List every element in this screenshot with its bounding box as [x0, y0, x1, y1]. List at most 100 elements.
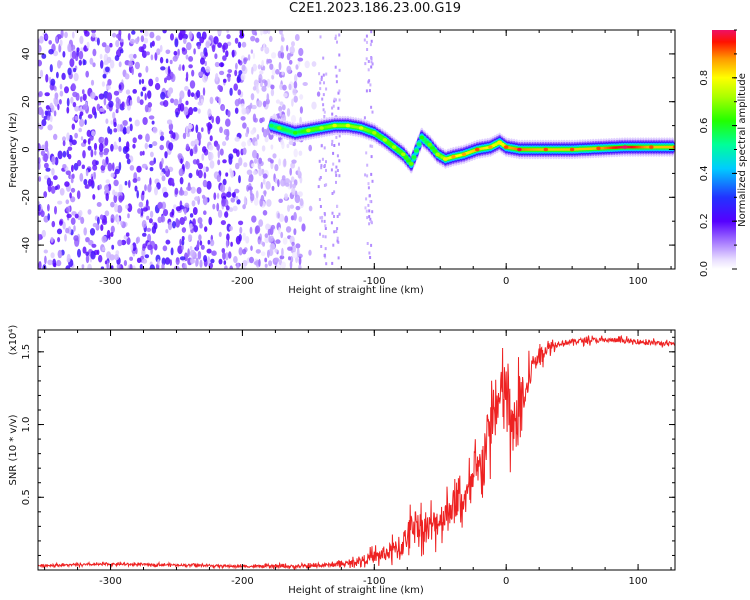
noise-cell: [144, 254, 150, 259]
noise-cell: [269, 235, 274, 242]
noise-cell: [130, 244, 134, 251]
noise-cell: [118, 184, 123, 193]
noise-cell: [281, 247, 284, 257]
noise-cell: [104, 162, 107, 167]
noise-cell: [50, 252, 55, 259]
noise-cell: [38, 211, 41, 216]
noise-cell: [129, 99, 133, 106]
noise-cell: [240, 103, 245, 109]
noise-cell: [229, 265, 234, 269]
noise-cell: [132, 89, 137, 94]
noise-cell: [103, 151, 109, 156]
noise-cell: [232, 205, 238, 212]
noise-cell: [188, 31, 193, 40]
noise-cell: [118, 195, 123, 203]
noise-cell: [279, 110, 282, 117]
noise-cell: [106, 229, 111, 239]
noise-cell: [323, 183, 326, 187]
noise-cell: [234, 37, 239, 44]
noise-cell: [39, 69, 44, 78]
noise-cell: [38, 205, 41, 212]
noise-cell: [323, 146, 326, 150]
noise-cell: [100, 60, 104, 69]
noise-cell: [193, 48, 196, 55]
noise-cell: [141, 78, 145, 84]
noise-cell: [216, 202, 220, 212]
signal-ridge: [268, 115, 675, 174]
noise-cell: [41, 53, 47, 59]
noise-cell: [144, 142, 148, 150]
noise-cell: [132, 178, 138, 183]
noise-cell: [125, 204, 129, 209]
noise-cell: [126, 237, 131, 245]
noise-cell: [262, 178, 266, 185]
noise-cell: [217, 84, 222, 91]
noise-cell: [222, 159, 227, 164]
noise-cell: [149, 264, 155, 269]
noise-cell: [241, 64, 246, 72]
noise-cell: [254, 31, 258, 36]
noise-cell: [191, 200, 196, 207]
noise-cell: [69, 58, 75, 67]
noise-cell: [284, 178, 290, 184]
noise-cell: [338, 142, 340, 146]
noise-cell: [98, 93, 105, 100]
noise-cell: [323, 254, 326, 258]
noise-cell: [324, 235, 327, 239]
noise-cell: [64, 31, 68, 38]
noise-cell: [155, 76, 159, 83]
noise-cell: [331, 112, 334, 116]
spectrogram-marks: [38, 30, 675, 269]
noise-cell: [132, 143, 136, 149]
noise-cell: [190, 186, 196, 194]
noise-cell: [89, 57, 94, 65]
noise-cell: [181, 236, 185, 241]
snr-x-tick-label: -200: [231, 576, 254, 587]
noise-cell: [366, 40, 368, 44]
noise-cell: [370, 243, 373, 247]
noise-cell: [295, 243, 301, 249]
noise-cell: [301, 223, 306, 232]
noise-cell: [81, 264, 85, 269]
noise-cell: [322, 56, 325, 60]
noise-cell: [255, 249, 261, 254]
noise-cell: [92, 194, 96, 200]
noise-cell: [129, 165, 135, 171]
noise-cell: [188, 172, 193, 179]
noise-cell: [163, 191, 169, 198]
snr-x-tick-label: 0: [503, 576, 509, 587]
noise-cell: [179, 103, 185, 112]
noise-cell: [258, 73, 263, 83]
noise-cell: [94, 150, 97, 156]
noise-cell: [240, 73, 246, 81]
noise-cell: [323, 110, 326, 114]
noise-cell: [226, 191, 232, 198]
noise-cell: [70, 217, 76, 225]
noise-cell: [141, 86, 147, 92]
noise-cell: [160, 66, 166, 71]
noise-cell: [189, 249, 196, 258]
noise-cell: [189, 148, 194, 157]
noise-cell: [338, 98, 341, 102]
noise-cell: [161, 157, 164, 165]
noise-cell: [126, 126, 131, 135]
noise-cell: [51, 155, 56, 165]
noise-cell: [225, 205, 230, 211]
noise-cell: [104, 184, 109, 192]
noise-cell: [203, 172, 207, 179]
noise-cell: [115, 108, 119, 114]
ridge-cell: [406, 159, 412, 162]
noise-cell: [250, 129, 255, 135]
noise-cell: [227, 75, 231, 82]
noise-cell: [99, 150, 103, 156]
noise-cell: [228, 207, 234, 213]
noise-cell: [157, 201, 163, 209]
noise-cell: [126, 158, 131, 165]
noise-cell: [338, 174, 341, 178]
noise-cell: [209, 135, 213, 142]
noise-cell: [259, 198, 264, 207]
noise-cell: [45, 167, 51, 172]
noise-cell: [208, 152, 214, 161]
noise-cell: [136, 190, 139, 199]
noise-cell: [105, 192, 109, 202]
